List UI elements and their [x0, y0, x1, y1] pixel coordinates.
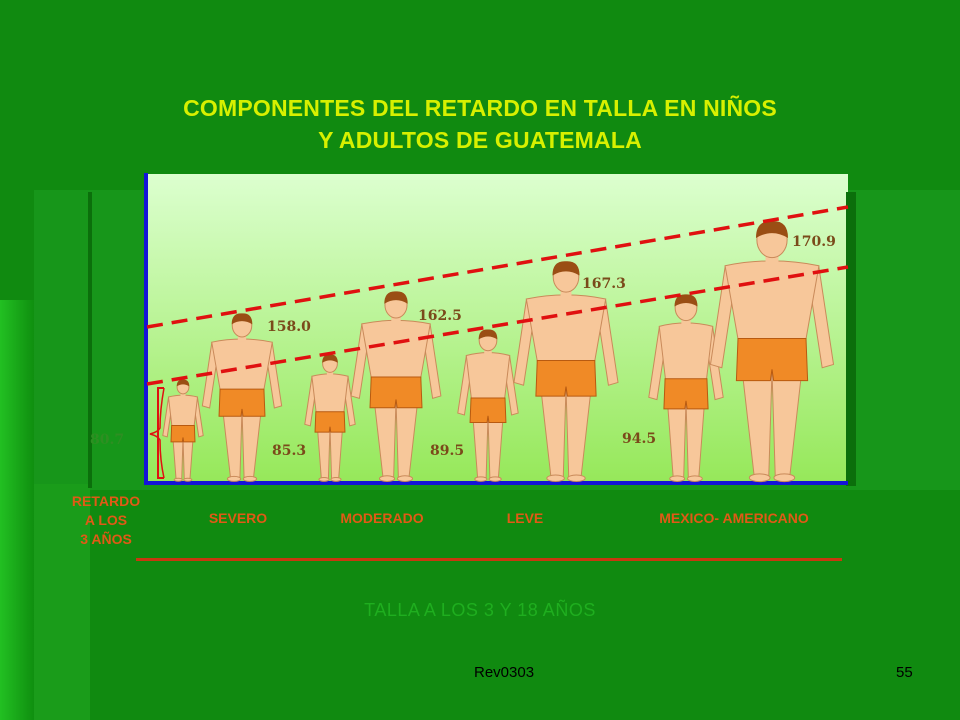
category-label-severo: SEVERO	[208, 510, 268, 526]
x-axis-line	[144, 481, 848, 485]
child-figure-3	[457, 329, 519, 482]
trend-line-child	[146, 265, 849, 386]
retardo-line-3: 3 AÑOS	[80, 531, 132, 547]
value-label-age3-2: 85.3	[272, 443, 306, 459]
category-label-moderado: MODERADO	[340, 510, 424, 526]
value-label-age18-2: 162.5	[418, 308, 462, 324]
adult-figure-2	[350, 291, 442, 482]
value-label-age18-1: 158.0	[267, 319, 311, 335]
value-label-age3-4: 94.5	[622, 431, 656, 447]
retardo-line-2: A LOS	[84, 512, 128, 528]
figure-marks	[162, 221, 835, 483]
retardo-annotation: RETARDO A LOS 3 AÑOS	[58, 492, 154, 549]
chart-title: COMPONENTES DEL RETARDO EN TALLA EN NIÑO…	[0, 92, 960, 156]
y-axis-line	[144, 173, 148, 485]
background-left-strip	[0, 300, 34, 720]
chart-title-line-1: COMPONENTES DEL RETARDO EN TALLA EN NIÑO…	[183, 95, 777, 121]
value-label-age18-4: 170.9	[792, 234, 836, 250]
x-axis-label: TALLA A LOS 3 Y 18 AÑOS	[364, 600, 596, 620]
child-figure-1	[162, 379, 204, 482]
child-figure-4	[648, 294, 724, 482]
value-labels: 80.7 85.3 89.5 94.5 158.0 162.5 167.3 170.9	[90, 234, 836, 459]
category-label-mexico-americano: MEXICO- AMERICANO	[659, 510, 809, 526]
footer-revision: Rev0303	[474, 664, 535, 681]
x-label-underline	[136, 558, 842, 561]
category-label-leve: LEVE	[506, 510, 544, 526]
plot-shadow-right	[846, 192, 856, 486]
background-left-panel	[34, 484, 90, 720]
footer-page-number: 55	[896, 664, 913, 681]
retardo-bracket	[157, 387, 164, 479]
adult-figure-1	[201, 313, 283, 482]
value-label-age3-1: 80.7	[90, 432, 124, 448]
child-figure-2	[304, 354, 356, 482]
retardo-line-1: RETARDO	[71, 493, 141, 509]
chart-title-line-2: Y ADULTOS DE GUATEMALA	[318, 127, 642, 153]
trend-line-adult	[146, 205, 849, 329]
retardo-brace	[149, 387, 165, 479]
value-label-age3-3: 89.5	[430, 443, 464, 459]
value-label-age18-3: 167.3	[582, 276, 626, 292]
background-shadow-line	[88, 192, 92, 488]
